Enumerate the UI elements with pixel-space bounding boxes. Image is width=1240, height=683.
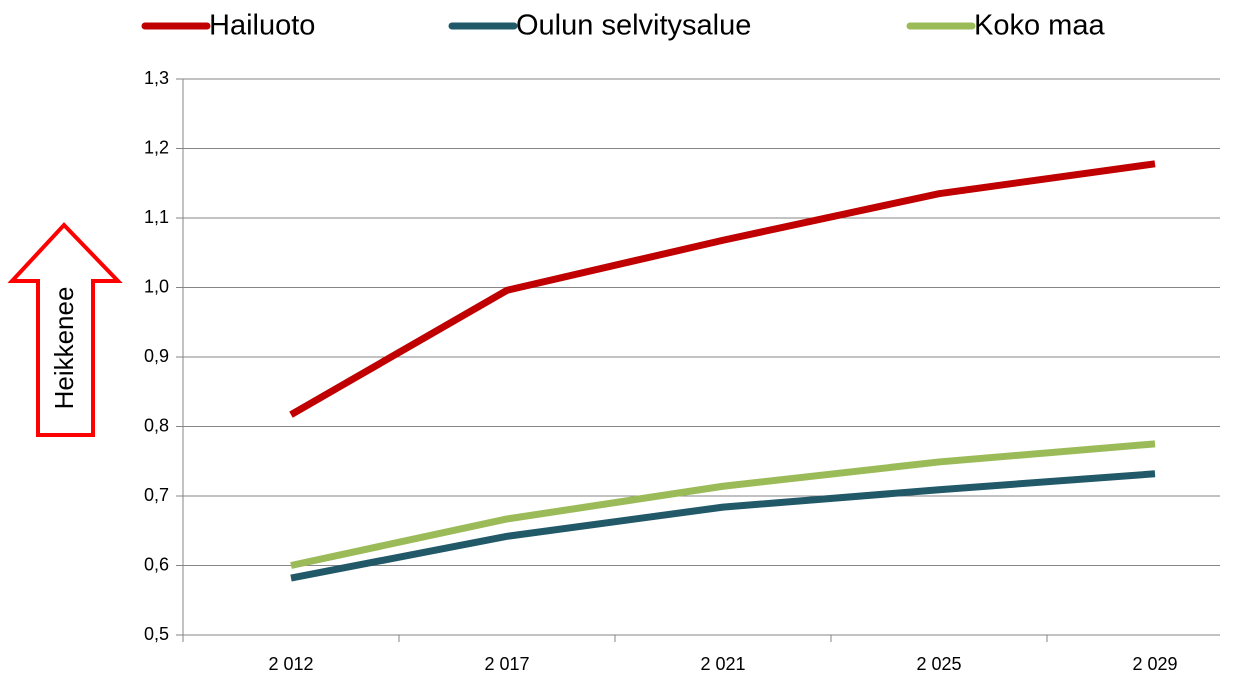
line-series (290, 470, 1156, 582)
line-series (289, 160, 1156, 418)
y-tick-label: 0,5 (144, 624, 169, 644)
x-tick-label: 2 012 (268, 654, 313, 674)
y-tick-label: 1,2 (144, 137, 169, 157)
x-tick-label: 2 029 (1132, 654, 1177, 674)
x-tick-label: 2 017 (484, 654, 529, 674)
legend-label: Koko maa (974, 10, 1105, 42)
legend-label: Hailuoto (209, 10, 315, 42)
annotation: Heikkenee (49, 287, 79, 410)
annotation-arrow (7, 222, 123, 437)
y-tick-label: 0,9 (144, 346, 169, 366)
y-tick-label: 1,3 (144, 68, 169, 88)
y-tick-label: 0,8 (144, 415, 169, 435)
x-tick-label: 2 025 (916, 654, 961, 674)
y-tick-label: 1,0 (144, 276, 169, 296)
line-series (290, 440, 1156, 569)
x-tick-label: 2 021 (700, 654, 745, 674)
y-tick-label: 1,1 (144, 207, 169, 227)
y-tick-label: 0,7 (144, 485, 169, 505)
legend-label: Oulun selvitysalue (516, 10, 751, 42)
y-tick-label: 0,6 (144, 554, 169, 574)
